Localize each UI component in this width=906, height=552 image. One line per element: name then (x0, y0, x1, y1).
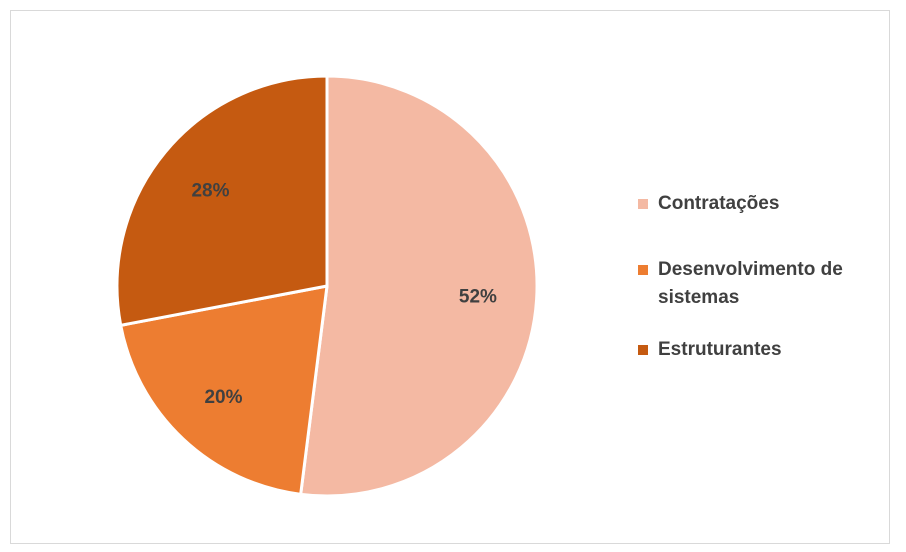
pie-slice-estruturantes (115, 74, 329, 327)
data-label: 52% (459, 286, 497, 307)
legend-swatch (638, 265, 648, 275)
pie-slices (115, 74, 539, 498)
data-label: 28% (191, 181, 229, 202)
pie-slice-desenvolvimento-de-sistemas (119, 284, 329, 496)
pie-labels: 52% 20% 28% (191, 181, 497, 409)
legend-item-desenvolvimento-de-sistemas: Desenvolvimento de sistemas (636, 256, 886, 312)
legend-label: Contratações (658, 193, 780, 214)
legend: Contratações Desenvolvimento de sistemas… (636, 190, 886, 364)
legend-label: Desenvolvimento de sistemas (658, 259, 843, 308)
legend-item-contratacoes: Contratações (636, 190, 886, 218)
legend-item-estruturantes: Estruturantes (636, 336, 886, 364)
legend-swatch (638, 345, 648, 355)
data-label: 20% (204, 387, 242, 408)
legend-swatch (638, 199, 648, 209)
pie-slice-contratacoes (299, 74, 539, 498)
legend-label: Estruturantes (658, 339, 782, 360)
